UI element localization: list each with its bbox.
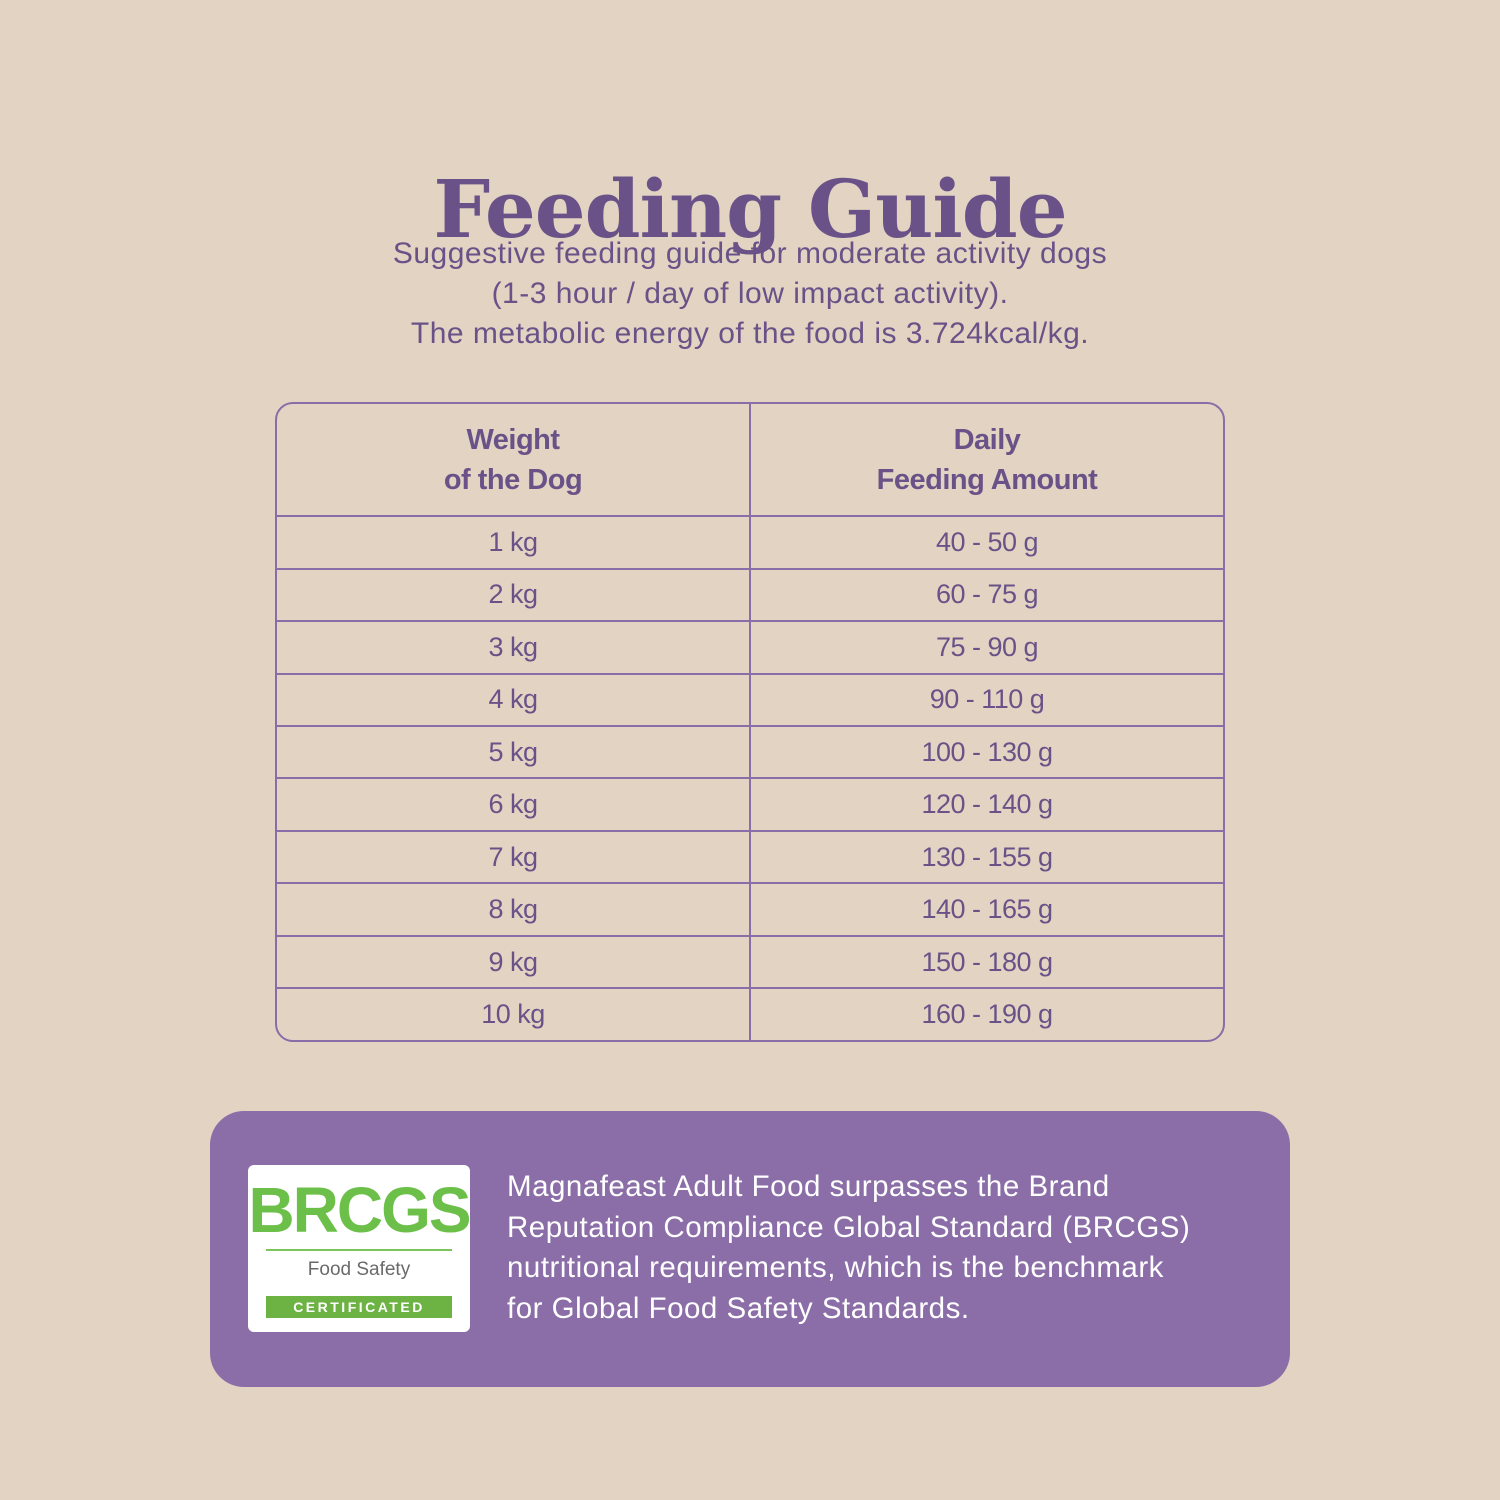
amount-cell: 60 - 75 g	[749, 567, 1223, 623]
amount-cell: 120 - 140 g	[749, 777, 1223, 832]
weight-cell: 3 kg	[277, 620, 751, 675]
weight-cell: 10 kg	[277, 987, 751, 1040]
cert-text-line: nutritional requirements, which is the b…	[507, 1251, 1164, 1284]
badge-subtitle: Food Safety	[307, 1259, 411, 1280]
weight-cell: 1 kg	[277, 515, 751, 570]
table-row: 10 kg 160 - 190 g	[277, 987, 1223, 1040]
badge-certificated-label: CERTIFICATED	[266, 1296, 452, 1318]
header-amount: Daily Feeding Amount	[749, 404, 1223, 518]
subtitle-line: (1-3 hour / day of low impact activity).	[491, 277, 1009, 310]
cert-text-line: Reputation Compliance Global Standard (B…	[507, 1210, 1191, 1244]
header-weight: Weight of the Dog	[277, 404, 751, 518]
table-row: 4 kg 90 - 110 g	[277, 672, 1223, 727]
table-row: 6 kg 120 - 140 g	[277, 777, 1223, 832]
header-amount-line2: Feeding Amount	[876, 463, 1098, 496]
weight-cell: 4 kg	[277, 672, 751, 727]
page-title: Feeding Guide	[433, 161, 1067, 256]
weight-cell: 7 kg	[277, 829, 751, 885]
weight-cell: 9 kg	[277, 934, 751, 990]
subtitle-line: The metabolic energy of the food is 3.72…	[410, 317, 1090, 350]
header-amount-line1: Daily	[953, 423, 1021, 456]
table-row: 1 kg 40 - 50 g	[277, 515, 1223, 570]
table-row: 3 kg 75 - 90 g	[277, 620, 1223, 675]
amount-cell: 160 - 190 g	[749, 987, 1223, 1040]
table-row: 5 kg 100 - 130 g	[277, 724, 1223, 780]
amount-cell: 140 - 165 g	[749, 882, 1223, 937]
brcgs-badge: BRCGS Food Safety CERTIFICATED	[248, 1165, 472, 1332]
badge-divider	[266, 1249, 452, 1251]
amount-cell: 40 - 50 g	[749, 515, 1223, 570]
header-weight-line1: Weight	[466, 423, 560, 456]
header-weight-line2: of the Dog	[443, 463, 583, 496]
amount-cell: 130 - 155 g	[749, 829, 1223, 885]
weight-cell: 6 kg	[277, 777, 751, 832]
amount-cell: 90 - 110 g	[749, 672, 1223, 727]
amount-cell: 75 - 90 g	[749, 620, 1223, 675]
weight-cell: 2 kg	[277, 567, 751, 623]
table-row: 7 kg 130 - 155 g	[277, 829, 1223, 885]
table-row: 9 kg 150 - 180 g	[277, 934, 1223, 990]
certification-panel: BRCGS Food Safety CERTIFICATED Magnafeas…	[210, 1111, 1290, 1387]
feeding-table: Weight of the Dog Daily Feeding Amount 1…	[275, 402, 1225, 1042]
brcgs-logo-icon: BRCGS	[248, 1174, 471, 1246]
amount-cell: 100 - 130 g	[749, 724, 1223, 780]
subtitle: Suggestive feeding guide for moderate ac…	[0, 234, 1500, 354]
amount-cell: 150 - 180 g	[749, 934, 1223, 990]
certification-text: Magnafeast Adult Food surpasses the Bran…	[507, 1167, 1267, 1329]
table-header-row: Weight of the Dog Daily Feeding Amount	[277, 404, 1223, 518]
cert-text-line: Magnafeast Adult Food surpasses the Bran…	[507, 1170, 1110, 1203]
table-row: 8 kg 140 - 165 g	[277, 882, 1223, 937]
weight-cell: 5 kg	[277, 724, 751, 780]
subtitle-line: Suggestive feeding guide for moderate ac…	[392, 237, 1108, 270]
table-row: 2 kg 60 - 75 g	[277, 567, 1223, 623]
cert-text-line: for Global Food Safety Standards.	[507, 1291, 970, 1325]
weight-cell: 8 kg	[277, 882, 751, 937]
